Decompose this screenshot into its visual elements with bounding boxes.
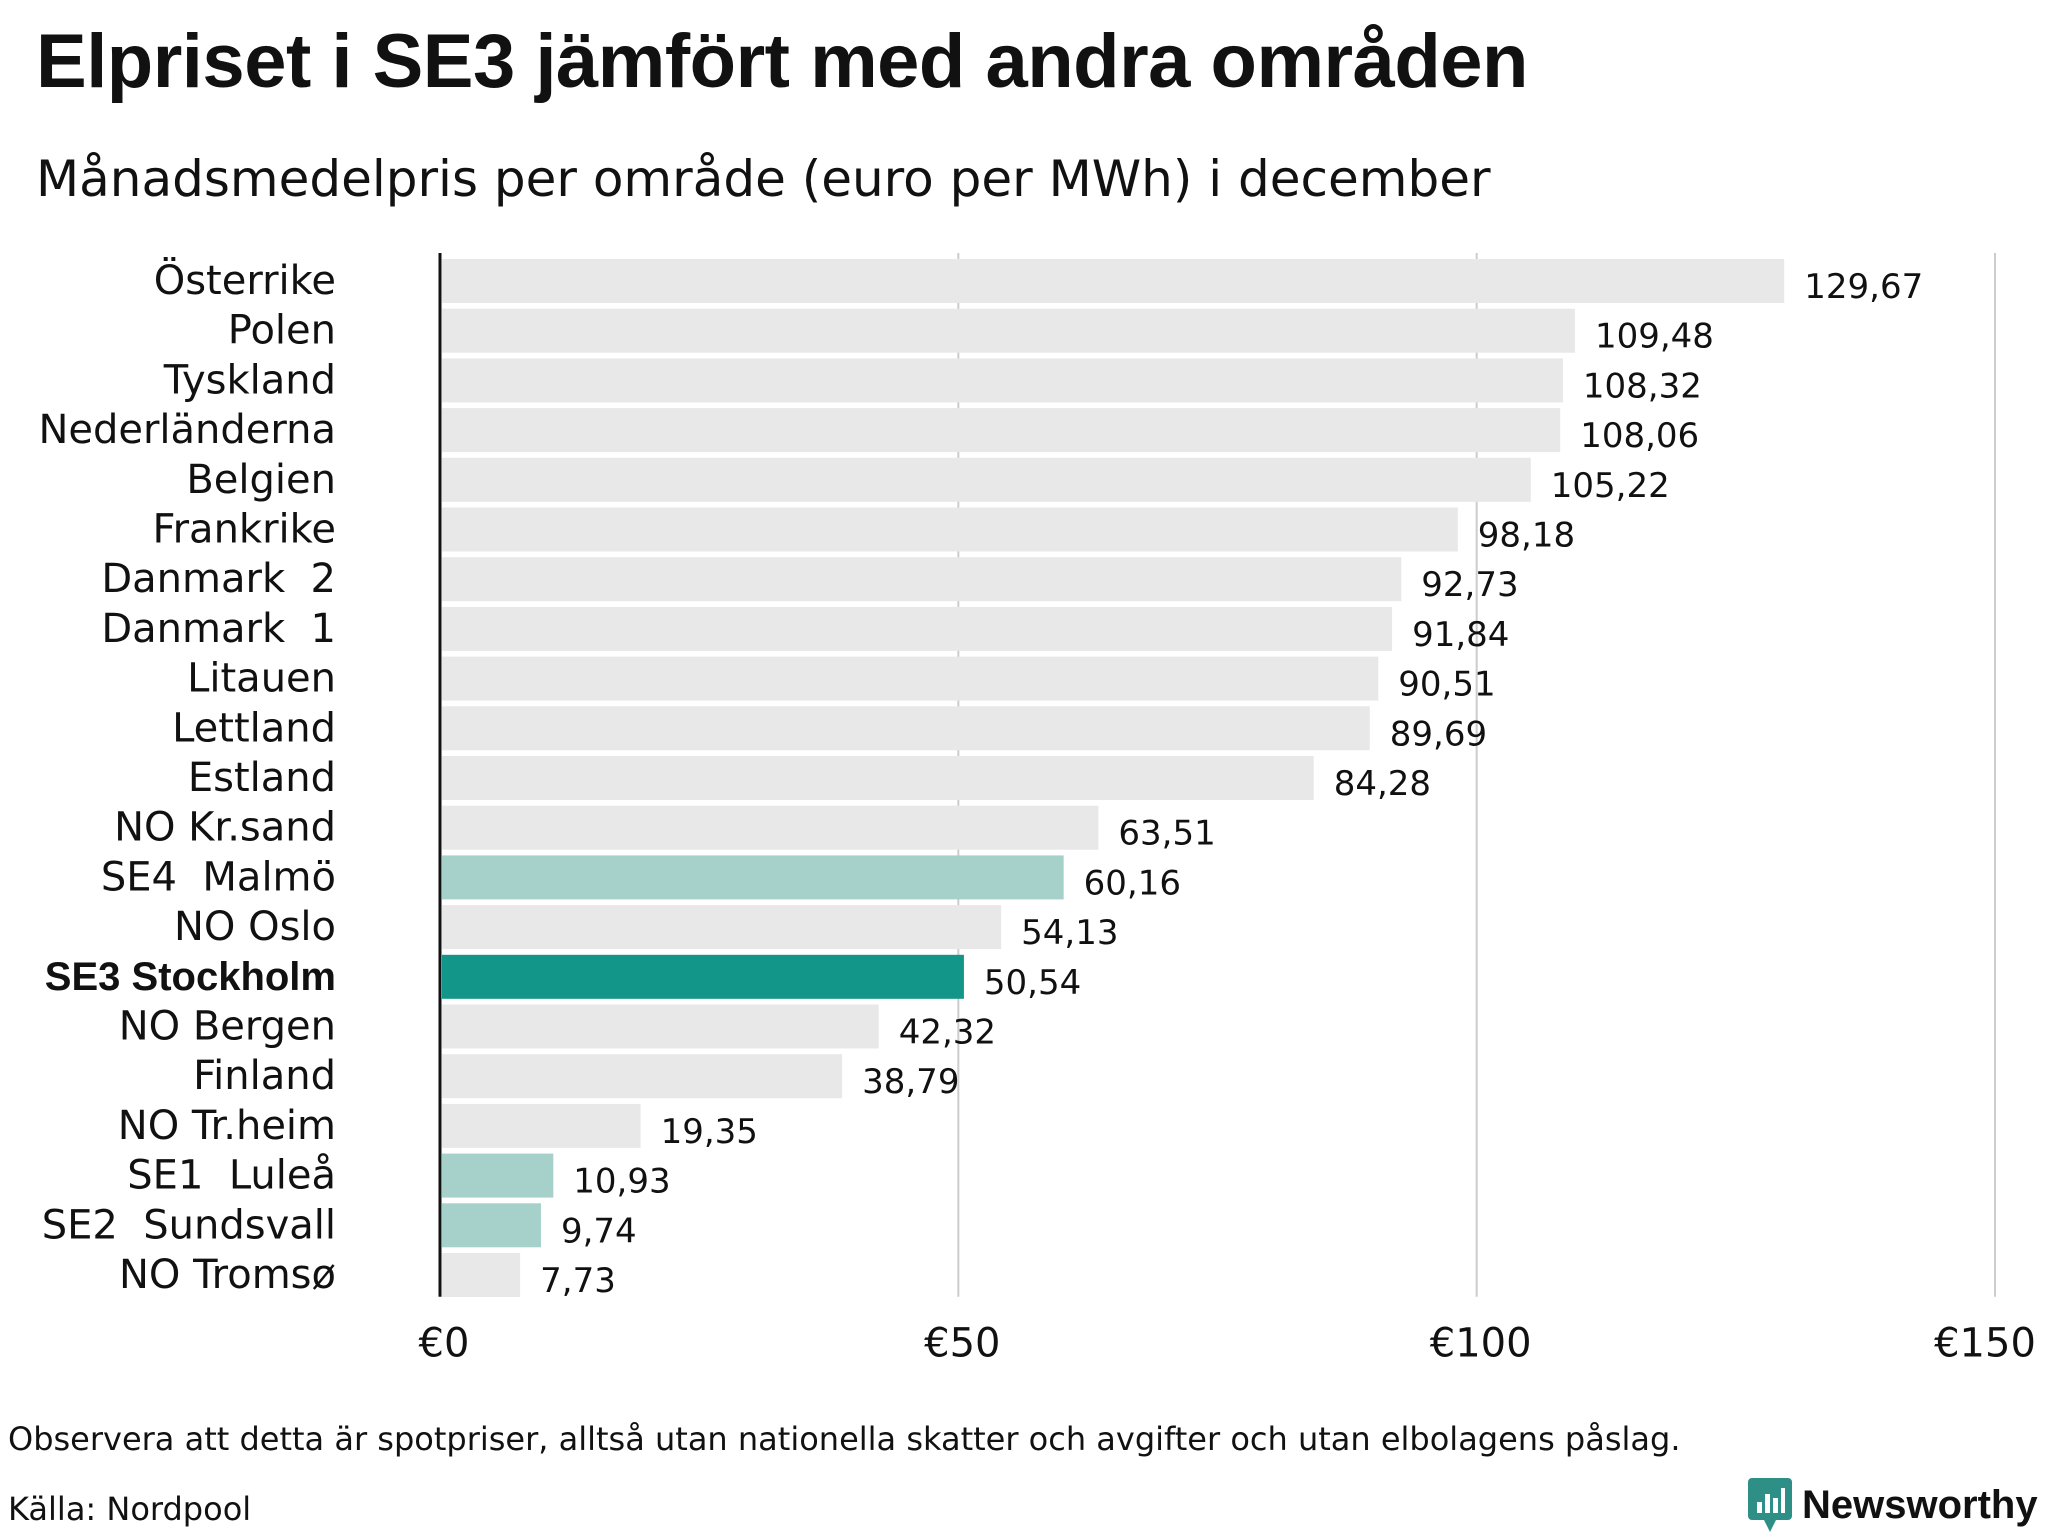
category-label: Belgien (186, 457, 336, 503)
value-label: 19,35 (661, 1112, 758, 1152)
category-label: Tyskland (163, 357, 336, 403)
category-label: NO Tromsø (119, 1252, 336, 1298)
value-label: 105,22 (1551, 466, 1670, 506)
value-label: 38,79 (862, 1062, 959, 1102)
value-label: 54,13 (1021, 913, 1118, 953)
category-label: NO Bergen (119, 1004, 336, 1050)
bar (442, 259, 1785, 303)
bar-chart: ÖsterrikePolenTysklandNederländernaBelgi… (38, 253, 2036, 1367)
newsworthy-logo-icon (1748, 1478, 1792, 1532)
brand-logo: Newsworthy (1748, 1478, 2038, 1532)
chart-title: Elpriset i SE3 jämfört med andra områden (36, 19, 1528, 104)
value-label: 109,48 (1595, 317, 1714, 357)
category-label: NO Tr.heim (118, 1103, 336, 1149)
value-label: 129,67 (1804, 267, 1923, 307)
value-label: 108,06 (1580, 416, 1699, 456)
category-label: Danmark 1 (101, 606, 336, 652)
value-label: 108,32 (1583, 366, 1702, 406)
value-label: 9,74 (561, 1211, 637, 1251)
bar (442, 855, 1064, 900)
bar (442, 606, 1393, 651)
bar (442, 1253, 521, 1297)
category-labels: ÖsterrikePolenTysklandNederländernaBelgi… (38, 256, 336, 1298)
value-labels: 129,67 109,48 108,32 108,06 105,22 98,18 92,73… (540, 267, 1923, 1301)
value-label: 60,16 (1084, 863, 1181, 903)
bar (442, 1153, 554, 1198)
bar (442, 706, 1370, 751)
bar (442, 1054, 843, 1099)
category-label: NO Oslo (174, 904, 336, 950)
category-label: Estland (188, 755, 336, 801)
bar (442, 805, 1099, 850)
bar (442, 308, 1575, 353)
x-tick-label: €150 (1934, 1321, 2036, 1367)
bars (442, 259, 1785, 1297)
bar (442, 1103, 641, 1148)
category-label: Frankrike (153, 507, 336, 553)
bar (442, 656, 1379, 701)
value-label: 90,51 (1398, 665, 1495, 705)
bar (442, 905, 1002, 950)
value-label: 91,84 (1412, 615, 1509, 655)
value-label: 7,73 (540, 1261, 616, 1301)
footnote: Observera att detta är spotpriser, allts… (8, 1420, 1681, 1458)
value-label: 98,18 (1478, 516, 1575, 556)
x-tick-label: €0 (419, 1321, 470, 1367)
bar (442, 1004, 879, 1049)
bar (442, 1203, 541, 1248)
category-label: Österrike (154, 256, 336, 304)
bar (442, 507, 1458, 552)
category-label: Danmark 2 (101, 556, 336, 602)
x-tick-label: €50 (924, 1321, 1000, 1367)
value-label: 42,32 (899, 1013, 996, 1053)
category-label: Nederländerna (38, 407, 336, 453)
category-label: SE4 Malmö (101, 854, 336, 900)
x-axis-ticks: €0 €50 €100 €150 (419, 1321, 2036, 1367)
value-label: 92,73 (1421, 565, 1518, 605)
category-label: SE2 Sundsvall (42, 1202, 336, 1248)
value-label: 89,69 (1390, 714, 1487, 754)
category-label: SE1 Luleå (127, 1153, 336, 1199)
brand-name: Newsworthy (1802, 1482, 2038, 1527)
value-label: 50,54 (984, 963, 1081, 1003)
bar (442, 408, 1561, 453)
category-label: Polen (228, 308, 336, 354)
category-label: SE3 Stockholm (45, 955, 336, 999)
bar (442, 954, 964, 999)
bar (442, 358, 1563, 403)
bar (442, 557, 1402, 602)
bar (442, 756, 1314, 800)
bar (442, 457, 1531, 502)
value-label: 10,93 (573, 1162, 670, 1202)
x-tick-label: €100 (1430, 1321, 1532, 1367)
category-label: NO Kr.sand (114, 805, 336, 851)
value-label: 84,28 (1334, 764, 1431, 804)
source-text: Källa: Nordpool (8, 1490, 252, 1528)
category-label: Finland (193, 1053, 336, 1099)
chart-subtitle: Månadsmedelpris per område (euro per MWh… (36, 150, 1491, 208)
category-label: Lettland (172, 705, 336, 751)
value-label: 63,51 (1118, 814, 1215, 854)
category-label: Litauen (187, 656, 336, 702)
